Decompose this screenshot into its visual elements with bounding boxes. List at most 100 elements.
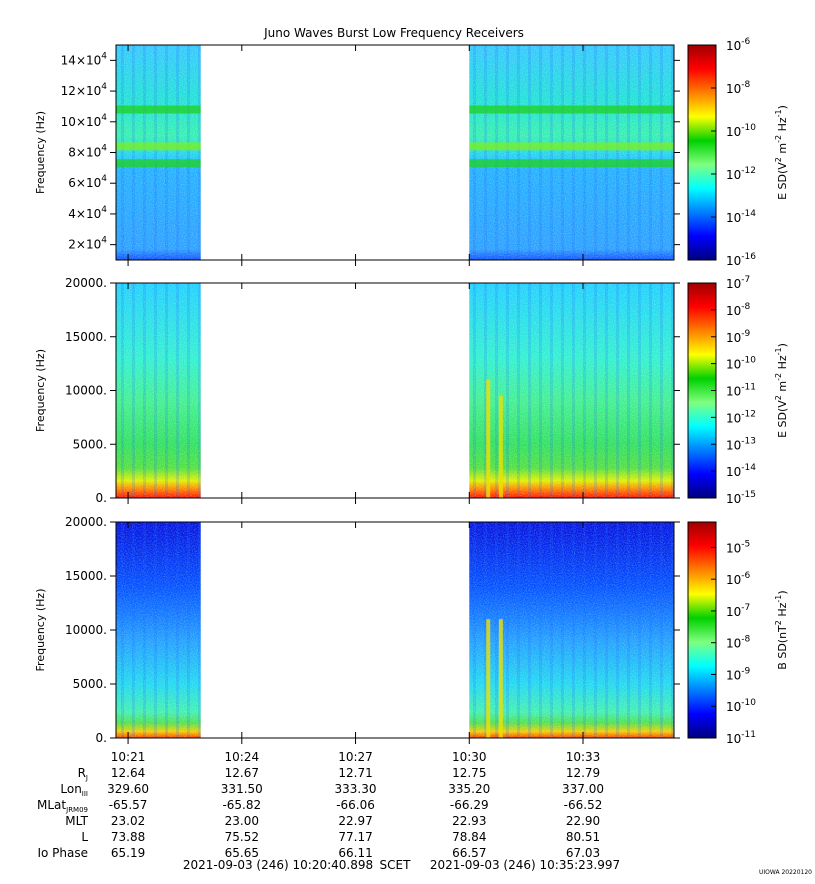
ephemeris-value: 12.75	[452, 766, 486, 780]
colorbar-tick-label: 10-11	[726, 730, 756, 746]
ephemeris-value: 66.11	[338, 846, 372, 860]
x-tick-label: 10:21	[111, 750, 146, 764]
colorbar-tick-label: 10-6	[726, 37, 751, 53]
ephemeris-value: 78.84	[452, 830, 486, 844]
colorbar-tick-label: 10-8	[726, 635, 751, 651]
ephemeris-value: 335.20	[448, 782, 490, 796]
y-tick-label: 6×104	[68, 174, 107, 190]
colorbar-bottom	[687, 521, 717, 739]
colorbar-tick-label: 10-15	[726, 490, 756, 506]
ephemeris-value: 22.93	[452, 814, 486, 828]
ephemeris-value: 65.65	[225, 846, 259, 860]
colorbar-tick-label: 10-8	[726, 302, 751, 318]
footer-end-time: 2021-09-03 (246) 10:35:23.997	[430, 858, 620, 872]
data-gap	[200, 282, 470, 499]
y-tick-label: 8×104	[68, 144, 107, 160]
y-tick-label: 20000.	[65, 276, 107, 290]
footer-scet-label: SCET	[380, 858, 412, 872]
colorbar-tick-label: 10-11	[726, 383, 756, 399]
ephemeris-label: MLT	[65, 814, 88, 828]
data-gap	[200, 44, 470, 261]
colorbar-tick-label: 10-6	[726, 571, 751, 587]
ephemeris-value: 12.64	[111, 766, 145, 780]
ephemeris-value: 331.50	[221, 782, 263, 796]
data-gap	[200, 521, 470, 739]
y-axis-label: Frequency (Hz)	[34, 111, 47, 194]
ephemeris-value: 65.19	[111, 846, 145, 860]
x-tick-label: 10:24	[225, 750, 260, 764]
page-title: Juno Waves Burst Low Frequency Receivers	[263, 26, 524, 40]
y-tick-label: 10000.	[65, 384, 107, 398]
colorbar-tick-label: 10-14	[726, 209, 756, 225]
y-tick-label: 20000.	[65, 515, 107, 529]
ephemeris-value: 333.30	[335, 782, 377, 796]
y-tick-label: 0.	[96, 491, 107, 505]
ephemeris-value: 75.52	[225, 830, 259, 844]
colorbar-tick-label: 10-5	[726, 539, 750, 555]
ephemeris-value: 23.02	[111, 814, 145, 828]
ephemeris-value: -66.06	[336, 798, 375, 812]
y-tick-label: 0.	[96, 731, 107, 745]
y-tick-label: 14×104	[61, 51, 108, 67]
ephemeris-label: LonIII	[60, 782, 88, 798]
ephemeris-value: -66.29	[450, 798, 489, 812]
ephemeris-value: 23.00	[225, 814, 259, 828]
ephemeris-value: 73.88	[111, 830, 145, 844]
x-tick-label: 10:27	[338, 750, 373, 764]
colorbar-tick-label: 10-16	[726, 252, 756, 268]
ephemeris-value: -65.57	[109, 798, 148, 812]
y-tick-label: 10×104	[61, 113, 108, 129]
colorbar-tick-label: 10-14	[726, 463, 756, 479]
ephemeris-value: 22.90	[566, 814, 600, 828]
colorbar-label: E SD(V2 m-2 Hz-1)	[774, 343, 789, 438]
colorbar-label: E SD(V2 m-2 Hz-1)	[774, 105, 789, 200]
ephemeris-label: L	[81, 830, 88, 844]
ephemeris-value: 77.17	[338, 830, 372, 844]
burst-1	[498, 619, 503, 738]
footer-version: UIOWA 20220120	[759, 869, 812, 876]
y-tick-label: 10000.	[65, 623, 107, 637]
ephemeris-value: 80.51	[566, 830, 600, 844]
ephemeris-value: 12.67	[225, 766, 259, 780]
colorbar-tick-label: 10-7	[726, 275, 750, 291]
colorbar-tick-label: 10-10	[726, 356, 756, 372]
ephemeris-label: Io Phase	[37, 846, 88, 860]
colorbar-tick-label: 10-8	[726, 80, 751, 96]
ephemeris-value: 329.60	[107, 782, 149, 796]
ephemeris-value: 337.00	[562, 782, 604, 796]
ephemeris-value: 66.57	[452, 846, 486, 860]
y-tick-label: 15000.	[65, 569, 107, 583]
ephemeris-value: 12.71	[338, 766, 372, 780]
ephemeris-value: -65.82	[222, 798, 261, 812]
colorbar-tick-label: 10-10	[726, 123, 756, 139]
colorbar-label: B SD(nT2 Hz-1)	[774, 590, 789, 669]
ephemeris-label: RJ	[78, 766, 88, 782]
y-tick-label: 5000.	[73, 677, 107, 691]
colorbar-tick-label: 10-12	[726, 166, 756, 182]
colorbar-tick-label: 10-9	[726, 666, 751, 682]
y-tick-label: 5000.	[73, 437, 107, 451]
burst-1	[498, 395, 503, 498]
y-tick-label: 15000.	[65, 330, 107, 344]
colorbar-top	[687, 44, 717, 261]
y-axis-label: Frequency (Hz)	[34, 589, 47, 672]
panel-bottom: 0. 5000. 10000. 15000. 20000. Frequency (Hz) 1…	[34, 515, 789, 746]
ephemeris-value: 12.79	[566, 766, 600, 780]
x-tick-label: 10:30	[452, 750, 487, 764]
ephemeris-value: 67.03	[566, 846, 600, 860]
y-axis-label: Frequency (Hz)	[34, 349, 47, 432]
panel-middle: 0. 5000. 10000. 15000. 20000. Frequency (Hz) 1…	[34, 275, 789, 506]
colorbar-tick-label: 10-7	[726, 603, 750, 619]
ephemeris-value: 22.97	[338, 814, 372, 828]
colorbar-tick-label: 10-10	[726, 698, 756, 714]
y-tick-label: 2×104	[68, 236, 107, 252]
colorbar-tick-label: 10-12	[726, 409, 756, 425]
panel-top: 2×104 4×104 6×104 8×104 10×104 12×104 14×104 Fr…	[34, 37, 789, 268]
ephemeris-label: MLatJRM09	[37, 798, 88, 814]
x-tick-label: 10:33	[566, 750, 601, 764]
burst-0	[486, 619, 491, 738]
burst-0	[486, 379, 491, 498]
y-tick-label: 4×104	[68, 205, 107, 221]
